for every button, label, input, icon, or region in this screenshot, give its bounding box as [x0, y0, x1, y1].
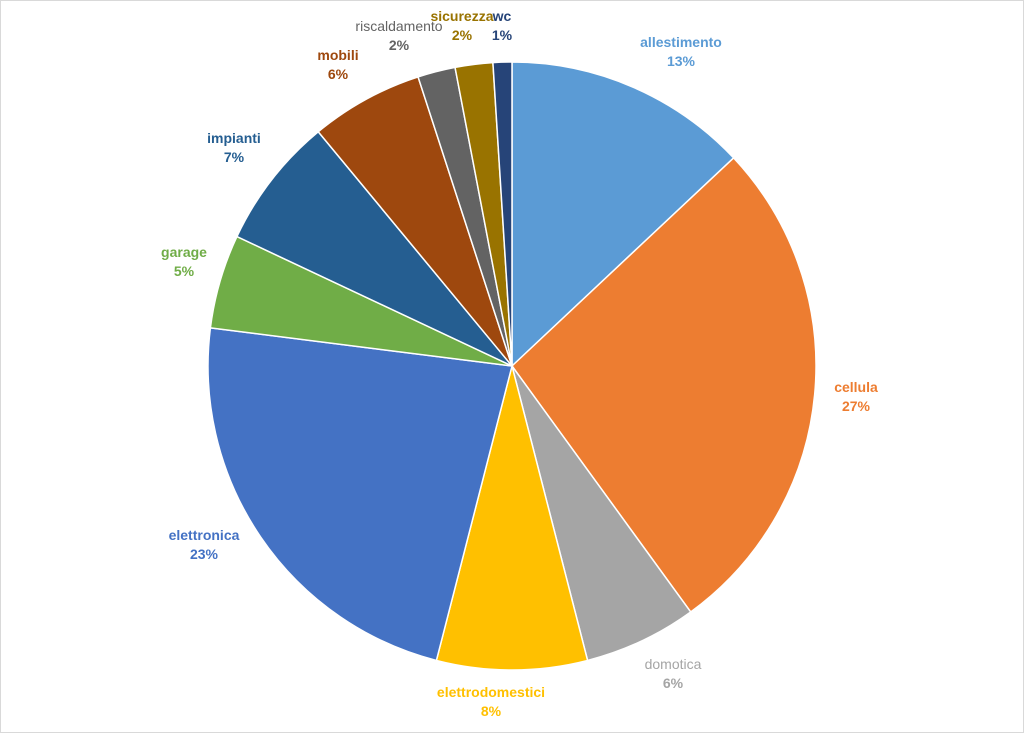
slice-label-elettrodomestici: elettrodomestici [437, 684, 545, 700]
pie-labels: allestimento 13% cellula 27% domotica 6% elett… [161, 8, 878, 719]
slice-value-mobili: 6% [328, 66, 349, 82]
pie-slice-elettronica [207, 327, 513, 662]
slice-value-riscaldamento: 2% [389, 37, 410, 53]
slice-label-domotica: domotica [645, 656, 702, 672]
slice-value-garage: 5% [174, 263, 195, 279]
pie-slice-impianti [235, 130, 513, 367]
slice-label-garage: garage [161, 244, 207, 260]
pie-slice-wc [492, 61, 513, 367]
slice-value-allestimento: 13% [667, 53, 696, 69]
pie-slice-allestimento [511, 61, 735, 368]
slice-value-wc: 1% [492, 27, 513, 43]
slice-value-elettronica: 23% [190, 546, 219, 562]
slice-label-cellula: cellula [834, 379, 878, 395]
slice-label-sicurezza: sicurezza [430, 8, 493, 24]
slice-label-allestimento: allestimento [640, 34, 722, 50]
slice-value-impianti: 7% [224, 149, 245, 165]
slice-value-domotica: 6% [663, 675, 684, 691]
slice-label-impianti: impianti [207, 130, 261, 146]
slice-label-riscaldamento: riscaldamento [355, 18, 442, 34]
pie-slices [207, 61, 817, 671]
pie-slice-cellula [511, 156, 817, 613]
slice-label-elettronica: elettronica [169, 527, 240, 543]
slice-value-cellula: 27% [842, 398, 871, 414]
slice-label-wc: wc [492, 8, 512, 24]
slice-value-sicurezza: 2% [452, 27, 473, 43]
slice-label-mobili: mobili [317, 47, 358, 63]
slice-value-elettrodomestici: 8% [481, 703, 502, 719]
pie-slice-elettrodomestici [435, 365, 589, 671]
